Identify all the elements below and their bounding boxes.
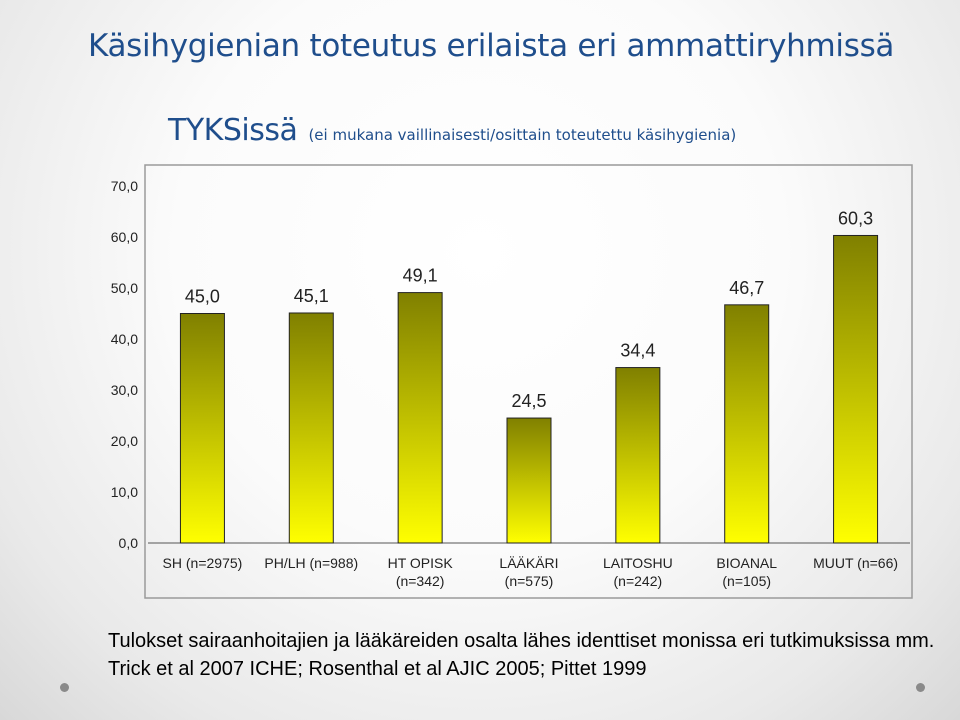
bar-data-label: 45,0 — [185, 287, 220, 307]
slide-title: Käsihygienian toteutus erilaista eri amm… — [88, 28, 895, 64]
x-category-label: BIOANAL (n=105) — [716, 555, 777, 589]
x-category-label: SH (n=2975) — [163, 555, 243, 571]
bars: 45,0 SH (n=2975) 45,1 PH/LH (n=988) 49,1 HT O… — [163, 208, 899, 589]
bar-data-label: 49,1 — [403, 266, 438, 286]
x-category-label: PH/LH (n=988) — [264, 555, 358, 571]
x-category-label: MUUT (n=66) — [813, 555, 898, 571]
subtitle-main: TYKSissä — [168, 113, 298, 148]
footnote-1: Tulokset sairaanhoitajien ja lääkäreiden… — [108, 630, 935, 652]
y-tick-label: 40,0 — [111, 331, 138, 347]
y-tick-label: 10,0 — [111, 484, 138, 500]
x-category-label: LÄÄKÄRI (n=575) — [499, 555, 558, 589]
bar-data-label: 45,1 — [294, 286, 329, 306]
bar — [506, 417, 552, 544]
bar-data-label: 24,5 — [511, 391, 546, 411]
y-tick-label: 0,0 — [119, 535, 139, 551]
y-axis: 0,0 10,0 20,0 30,0 40,0 50,0 60,0 70,0 — [111, 178, 138, 551]
y-tick-label: 60,0 — [111, 229, 138, 245]
x-category-label: LAITOSHU (n=242) — [603, 555, 673, 589]
bar — [288, 312, 334, 544]
bar-data-label: 34,4 — [620, 341, 655, 361]
slide-subtitle: TYKSissä (ei mukana vaillinaisesti/ositt… — [168, 113, 736, 148]
bar — [179, 313, 225, 544]
bar — [615, 367, 661, 544]
y-tick-label: 20,0 — [111, 433, 138, 449]
bar-data-label: 60,3 — [838, 208, 873, 228]
decorative-dot-right — [916, 683, 925, 692]
y-tick-label: 50,0 — [111, 280, 138, 296]
footnote-2: Trick et al 2007 ICHE; Rosenthal et al A… — [108, 658, 647, 680]
plot-frame — [144, 164, 913, 599]
x-category-label: HT OPISK (n=342) — [388, 555, 454, 589]
bar — [724, 304, 770, 544]
bar-data-label: 46,7 — [729, 278, 764, 298]
y-tick-label: 30,0 — [111, 382, 138, 398]
bar — [833, 234, 879, 544]
y-tick-label: 70,0 — [111, 178, 138, 194]
bar — [397, 292, 443, 544]
subtitle-note: (ei mukana vaillinaisesti/osittain toteu… — [308, 126, 737, 144]
decorative-dot-left — [60, 683, 69, 692]
